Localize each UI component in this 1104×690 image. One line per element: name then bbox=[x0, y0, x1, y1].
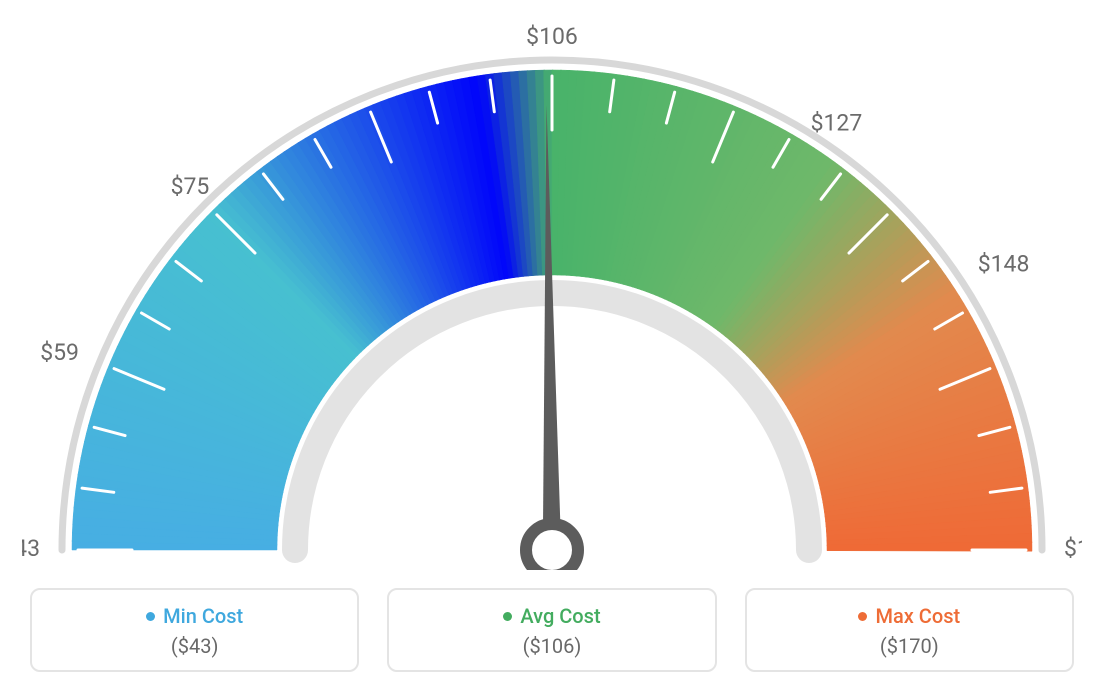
legend-value: ($170) bbox=[757, 634, 1062, 658]
dot-icon bbox=[858, 612, 867, 621]
legend-label: Max Cost bbox=[875, 604, 960, 628]
dot-icon bbox=[503, 612, 512, 621]
legend-value: ($106) bbox=[399, 634, 704, 658]
legend-value: ($43) bbox=[42, 634, 347, 658]
svg-text:$148: $148 bbox=[978, 251, 1030, 278]
legend-card-max: Max Cost ($170) bbox=[745, 588, 1074, 672]
dot-icon bbox=[146, 612, 155, 621]
svg-text:$59: $59 bbox=[40, 339, 79, 366]
legend-label: Avg Cost bbox=[520, 604, 600, 628]
legend-card-min: Min Cost ($43) bbox=[30, 588, 359, 672]
legend-row: Min Cost ($43) Avg Cost ($106) Max Cost … bbox=[0, 588, 1104, 672]
legend-label: Min Cost bbox=[163, 604, 243, 628]
svg-text:$106: $106 bbox=[526, 23, 578, 50]
svg-text:$127: $127 bbox=[811, 109, 863, 136]
svg-text:$75: $75 bbox=[171, 173, 210, 200]
svg-text:$43: $43 bbox=[22, 535, 40, 562]
legend-card-avg: Avg Cost ($106) bbox=[387, 588, 716, 672]
svg-text:$170: $170 bbox=[1064, 535, 1082, 562]
cost-gauge: $43 $59 $75 $106 $127 $148 $170 bbox=[22, 10, 1082, 570]
